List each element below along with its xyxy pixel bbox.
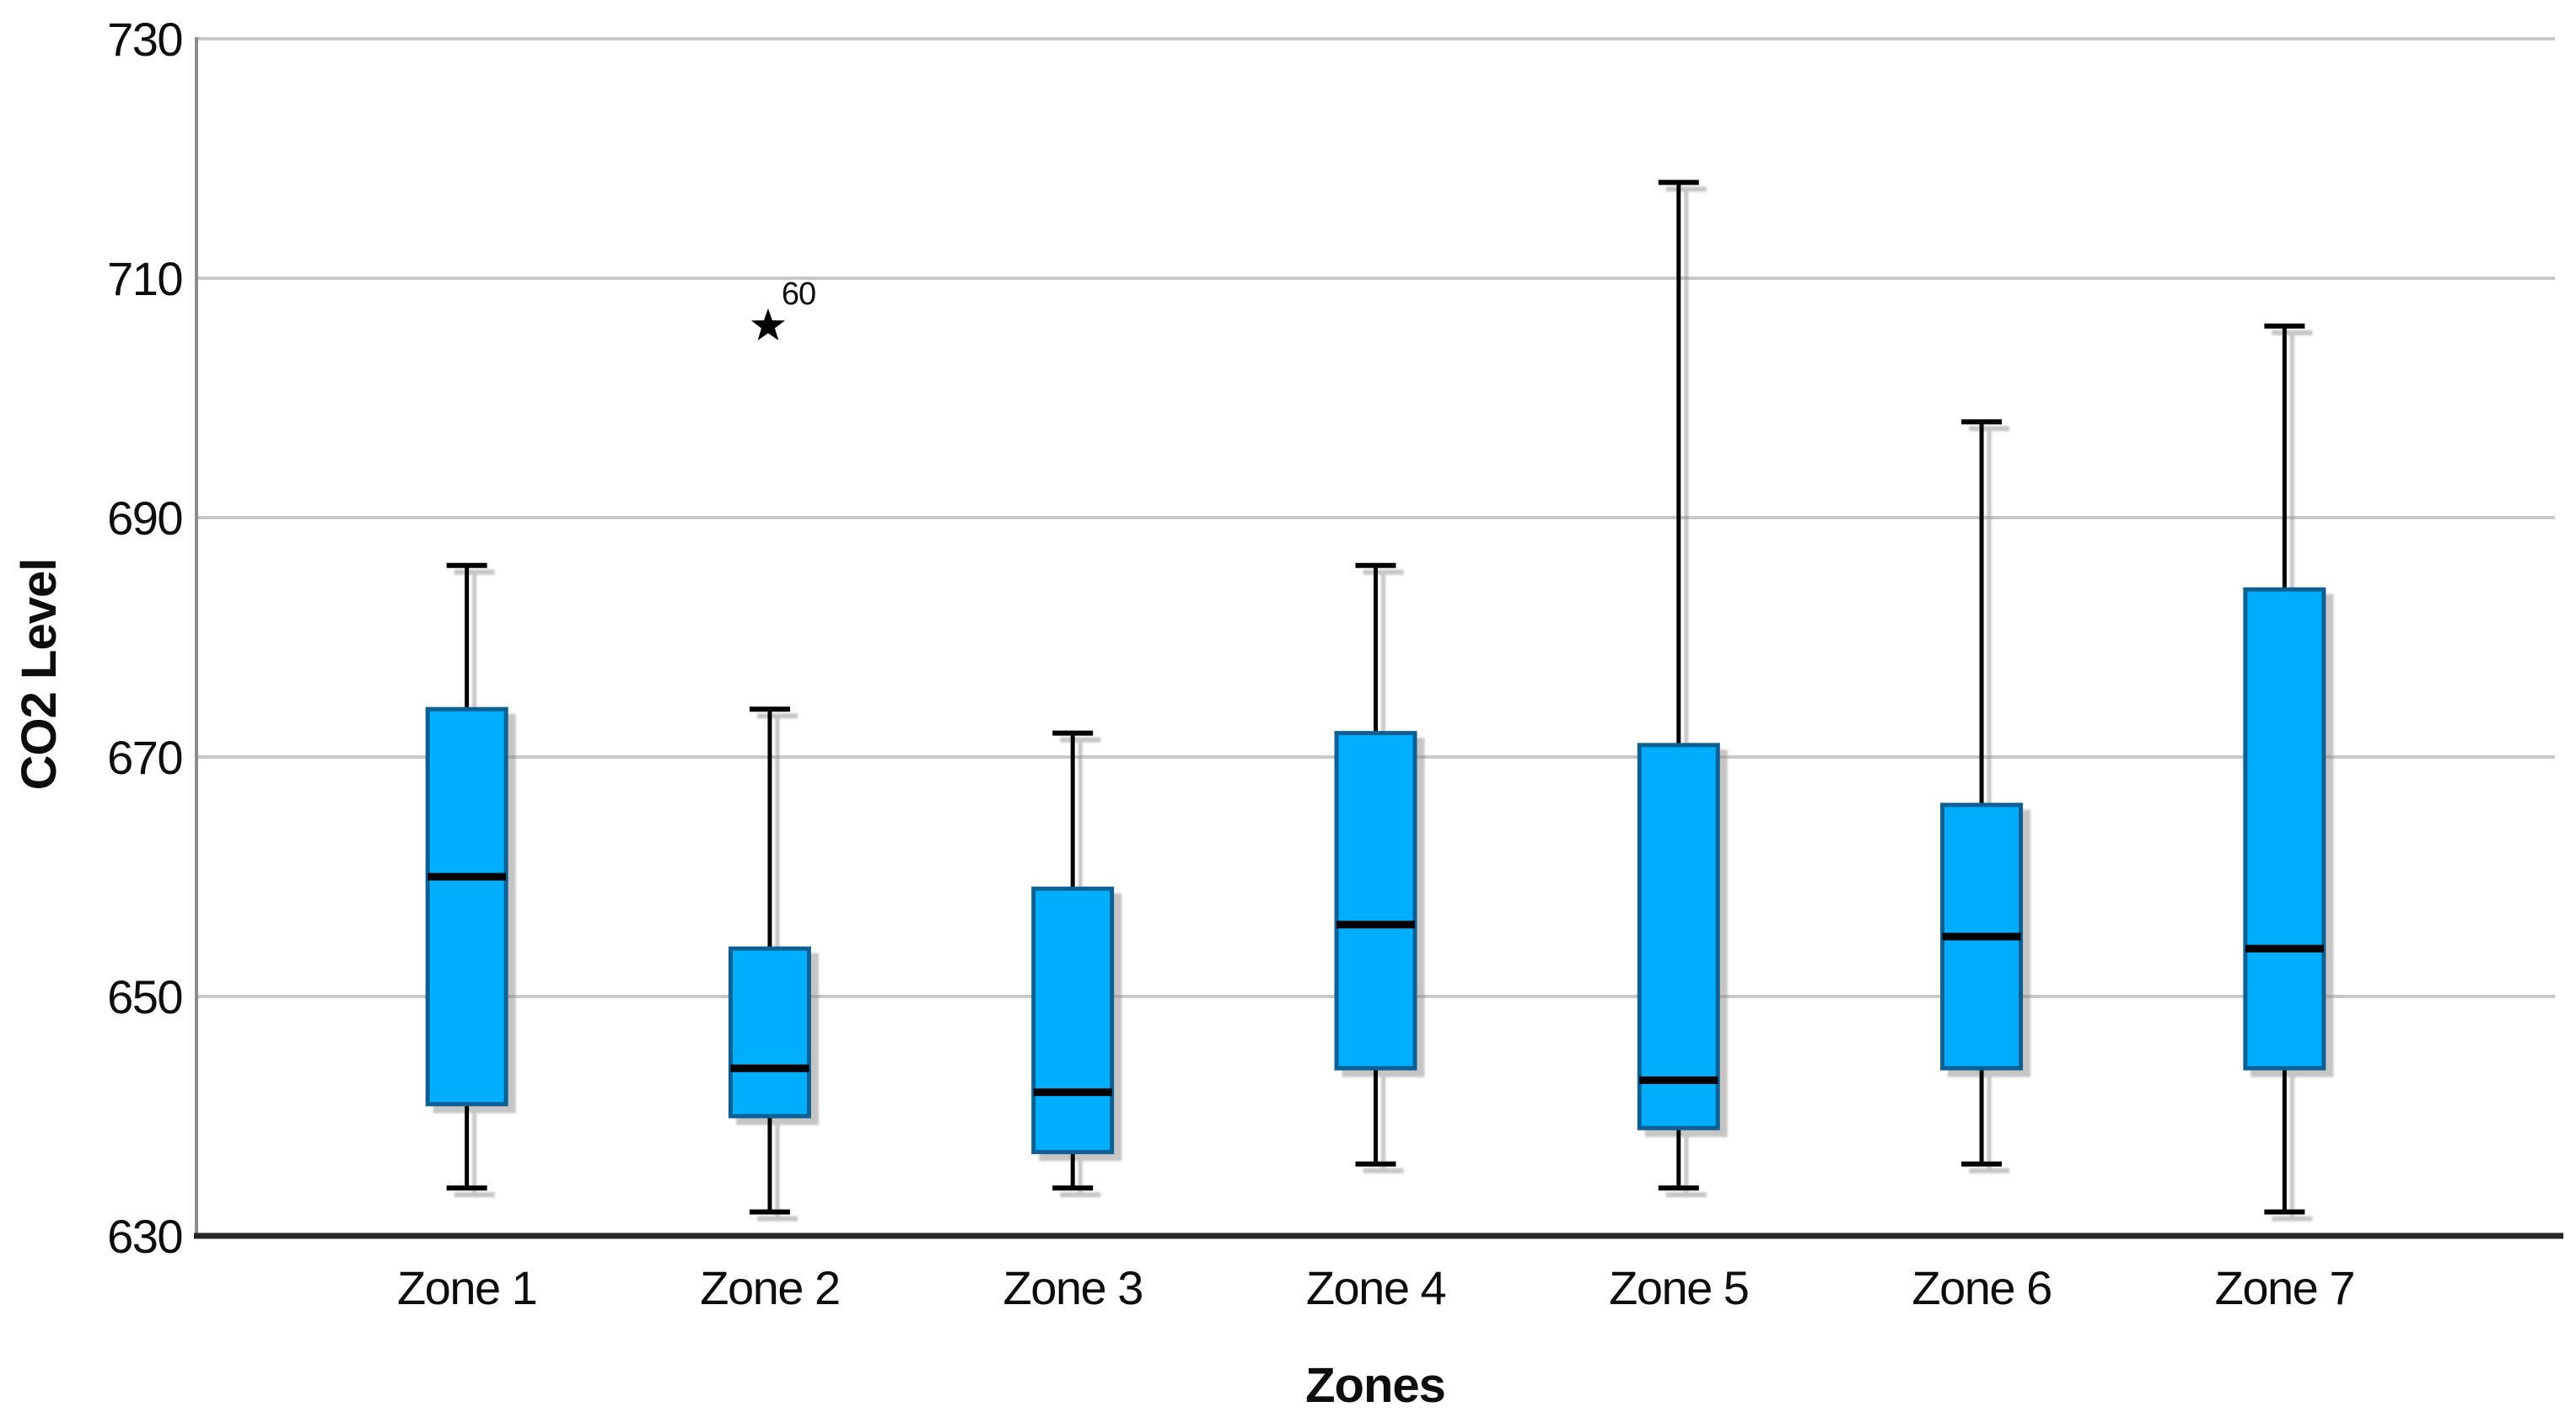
box-zone-7 <box>2243 323 2326 1215</box>
iqr-box <box>728 946 811 1119</box>
iqr-box <box>1031 886 1115 1155</box>
outlier-label: 60 <box>782 277 815 312</box>
x-tick-label-5: Zone 5 <box>1609 1261 1748 1314</box>
box-zone-4 <box>1334 562 1417 1167</box>
box-zone-5 <box>1637 180 1720 1191</box>
y-tick-label-630: 630 <box>107 1210 182 1263</box>
y-tick-label-650: 650 <box>107 970 182 1023</box>
x-tick-label-2: Zone 2 <box>700 1261 839 1314</box>
box-zone-2 <box>728 706 811 1215</box>
y-tick-label-710: 710 <box>107 252 182 305</box>
y-tick-label-690: 690 <box>107 491 182 545</box>
box-zone-3 <box>1031 730 1115 1191</box>
y-axis-title: CO2 Level <box>12 559 67 791</box>
tick-labels-layer: 630 650 670 690 710 730 Zone 1 Zone 2 Zone 3 Zone… <box>107 13 2355 1314</box>
x-tick-label-7: Zone 7 <box>2215 1261 2354 1314</box>
iqr-box <box>425 706 508 1107</box>
x-tick-label-1: Zone 1 <box>397 1261 536 1314</box>
y-tick-label-670: 670 <box>107 731 182 784</box>
iqr-box <box>1637 743 1720 1130</box>
iqr-box <box>2243 587 2326 1071</box>
iqr-box <box>1334 731 1417 1071</box>
x-axis-title: Zones <box>1305 1358 1445 1413</box>
outlier-star-icon <box>751 308 785 341</box>
boxes-layer <box>425 180 2326 1215</box>
x-tick-label-4: Zone 4 <box>1306 1261 1446 1314</box>
y-tick-label-730: 730 <box>107 13 182 66</box>
x-tick-label-6: Zone 6 <box>1912 1261 2051 1314</box>
axes-layer <box>194 37 2563 1239</box>
x-tick-label-3: Zone 3 <box>1003 1261 1143 1314</box>
gridlines-layer <box>196 37 2555 998</box>
box-zone-1 <box>425 562 508 1191</box>
box-zone-6 <box>1940 419 2024 1167</box>
